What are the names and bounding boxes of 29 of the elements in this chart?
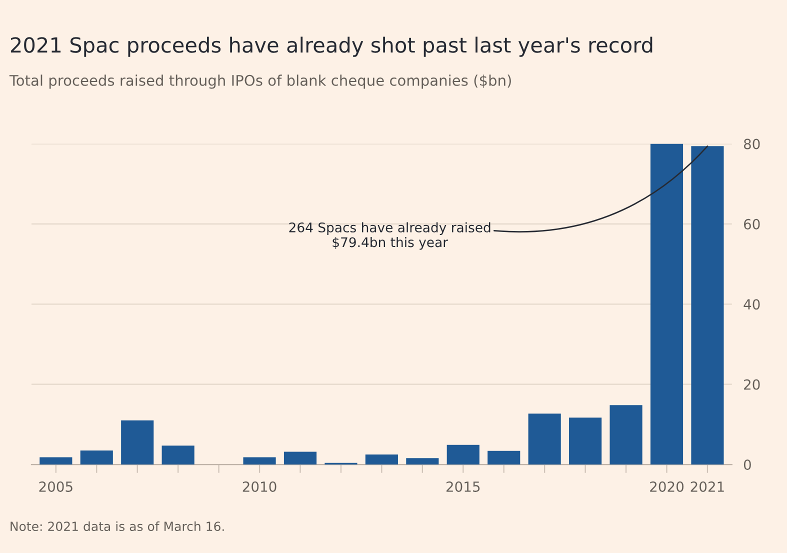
y-tick-label: 0 — [744, 459, 751, 470]
bar — [650, 144, 684, 465]
x-tick-label: 2021 — [690, 481, 724, 492]
x-tick-label: 2005 — [39, 481, 72, 492]
x-tick-label: 2015 — [446, 481, 480, 492]
annotation: 264 Spacs have already raised $79.4bn this year — [289, 222, 490, 250]
bar — [406, 458, 439, 465]
chart-subtitle: Total proceeds raised through IPOs of blank cheque companies ($bn) — [9, 74, 511, 89]
bar — [569, 418, 602, 465]
bar — [40, 457, 72, 465]
bar — [121, 420, 154, 465]
y-tick-label: 80 — [744, 138, 760, 150]
x-tick-label: 2020 — [650, 481, 684, 492]
bar — [691, 146, 724, 465]
bar — [284, 452, 317, 465]
bar — [446, 444, 480, 465]
bar — [365, 454, 398, 465]
y-tick-label: 20 — [744, 379, 760, 390]
y-tick-label: 60 — [744, 218, 760, 230]
bar — [488, 450, 520, 465]
bar — [528, 414, 561, 465]
bar — [162, 446, 194, 465]
y-tick-label: 40 — [744, 299, 760, 310]
bar — [610, 405, 642, 465]
x-tick-label: 2010 — [242, 481, 276, 492]
bar — [80, 450, 113, 465]
bar — [243, 457, 276, 465]
text: Note: 2021 data is as of March 16. — [10, 521, 224, 532]
chart-title: 2021 Spac proceeds have already shot past last year's record — [10, 36, 652, 57]
